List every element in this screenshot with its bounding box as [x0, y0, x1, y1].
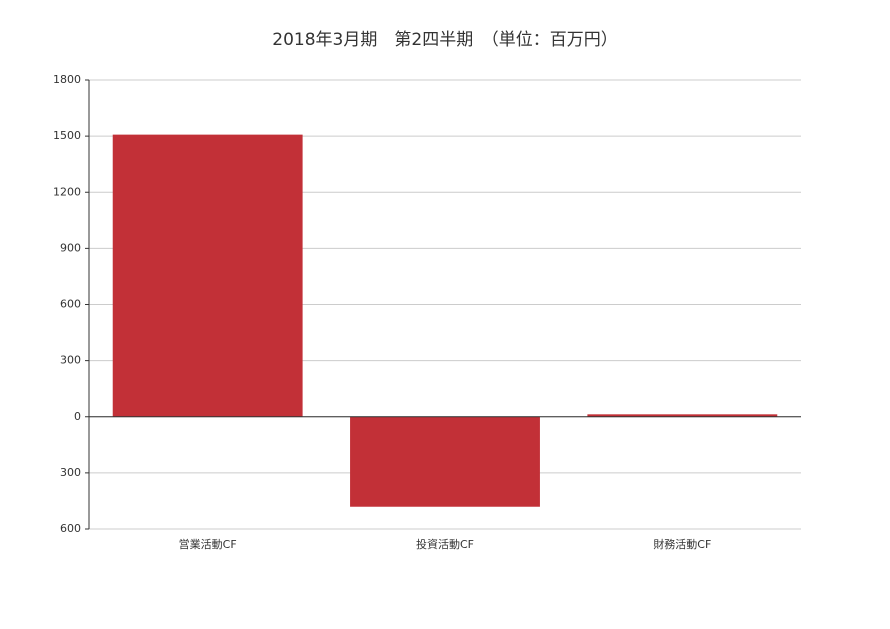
- y-tick-label: 1200: [53, 185, 81, 198]
- y-tick-label: 0: [74, 410, 81, 423]
- y-tick-label: 600: [60, 298, 81, 311]
- bar: [350, 416, 540, 507]
- chart-title: 2018年3月期 第2四半期 （単位：百万円）: [272, 30, 617, 50]
- y-tick-label: 900: [60, 241, 81, 254]
- bar: [112, 134, 303, 417]
- y-tick-label: 1800: [53, 73, 81, 86]
- y-tick-label: 300: [60, 354, 81, 367]
- x-tick-label: 投資活動CF: [416, 537, 474, 551]
- y-tick-label: 300: [60, 466, 81, 479]
- x-tick-label: 営業活動CF: [179, 537, 237, 551]
- bar: [587, 414, 778, 417]
- y-tick-label: 600: [60, 522, 81, 535]
- x-tick-label: 財務活動CF: [653, 537, 711, 551]
- y-tick-label: 1500: [53, 129, 81, 142]
